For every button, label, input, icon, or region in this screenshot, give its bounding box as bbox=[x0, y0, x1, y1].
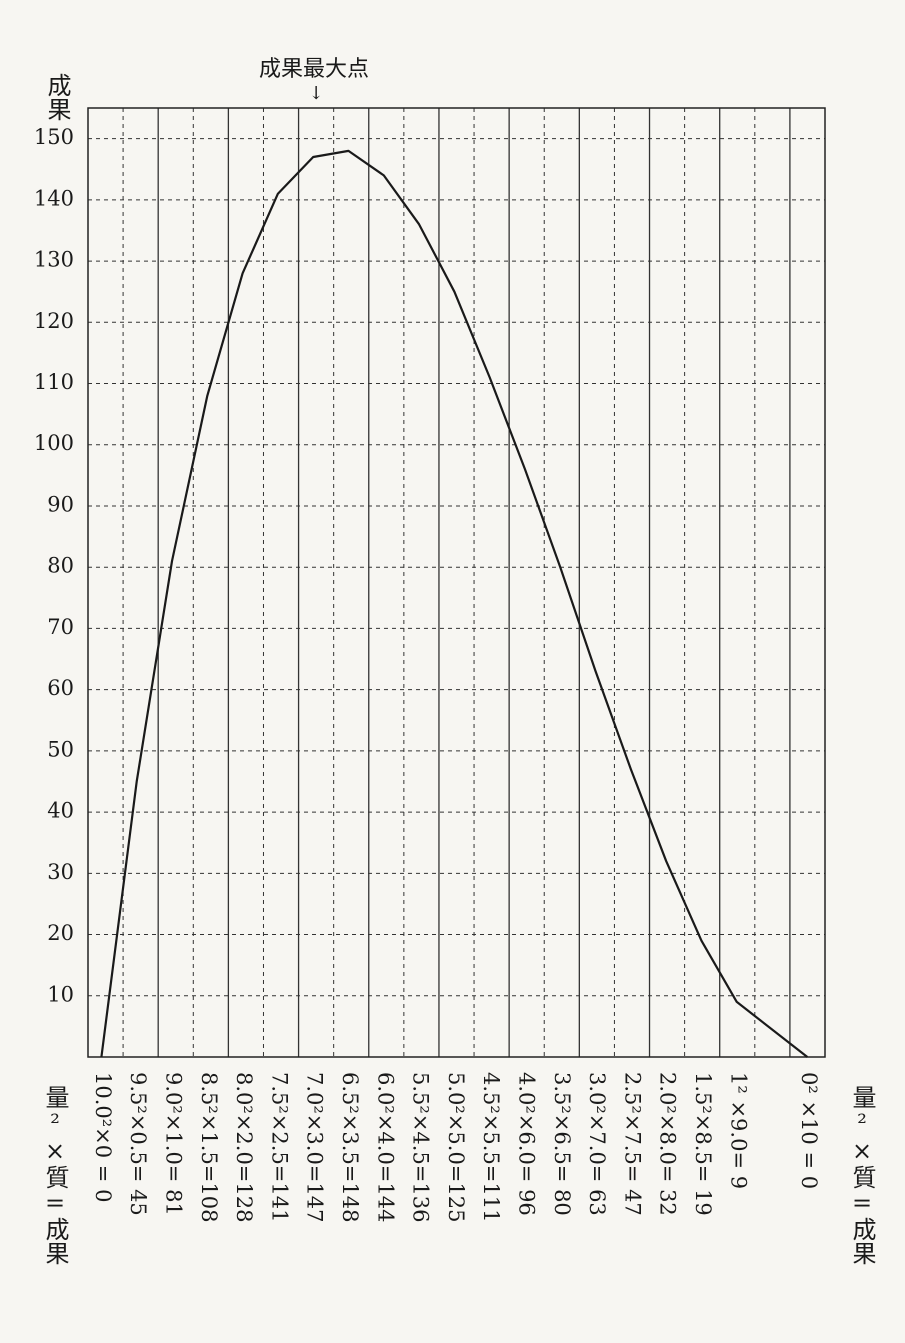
line bbox=[100, 149, 809, 1058]
y-tick-label: 140 bbox=[34, 186, 74, 210]
annotation: 成果最大点 bbox=[259, 57, 369, 82]
x-tick-label: 6.0²×4.0=144 bbox=[373, 1072, 397, 1223]
x-tick-label: 7.0²×3.0=147 bbox=[303, 1072, 327, 1223]
y-axis-title: 成果 bbox=[43, 73, 71, 121]
x-tick-label: 9.5²×0.5= 45 bbox=[126, 1072, 150, 1216]
annotation-arrow: ↓ bbox=[308, 83, 323, 104]
x-tick-label: 6.5²×3.5=148 bbox=[338, 1072, 362, 1223]
plot-frame bbox=[87, 107, 826, 1058]
y-tick-label: 150 bbox=[34, 125, 74, 149]
x-axis-title-left: 量²×質=成果 bbox=[41, 1085, 69, 1265]
x-tick-label: 2.0²×8.0= 32 bbox=[656, 1072, 680, 1216]
x-tick-label: 9.0²×1.0= 81 bbox=[162, 1072, 186, 1216]
x-tick-label: 8.0²×2.0=128 bbox=[232, 1072, 256, 1223]
x-tick-label: 4.5²×5.5=111 bbox=[479, 1072, 503, 1223]
y-tick-label: 80 bbox=[47, 554, 74, 578]
x-tick-label: 5.5²×4.5=136 bbox=[409, 1072, 433, 1223]
y-tick-label: 20 bbox=[47, 921, 74, 945]
x-tick-label: 8.5²×1.5=108 bbox=[197, 1072, 221, 1223]
x-tick-label: 4.0²×6.0= 96 bbox=[514, 1072, 538, 1216]
y-tick-label: 110 bbox=[34, 370, 74, 394]
y-tick-label: 90 bbox=[47, 492, 74, 516]
y-tick-label: 100 bbox=[34, 431, 74, 455]
y-tick-label: 50 bbox=[47, 737, 74, 761]
x-tick-label: 7.5²×2.5=141 bbox=[267, 1072, 291, 1223]
x-tick-label: 10.0²×0 = 0 bbox=[91, 1072, 115, 1202]
x-tick-label: 3.0²×7.0= 63 bbox=[585, 1072, 609, 1216]
y-tick-label: 120 bbox=[34, 309, 74, 333]
x-tick-label: 3.5²×6.5= 80 bbox=[550, 1072, 574, 1216]
x-tick-label: 2.5²×7.5= 47 bbox=[620, 1072, 644, 1216]
y-tick-label: 30 bbox=[47, 860, 74, 884]
y-tick-label: 130 bbox=[34, 248, 74, 272]
x-tick-label: 0² ×10 = 0 bbox=[797, 1072, 821, 1189]
y-tick-label: 60 bbox=[47, 676, 74, 700]
x-axis-title-right: 量²×質=成果 bbox=[848, 1085, 876, 1265]
x-tick-label: 5.0²×5.0=125 bbox=[444, 1072, 468, 1223]
y-tick-label: 40 bbox=[47, 799, 74, 823]
y-tick-label: 10 bbox=[47, 982, 74, 1006]
x-tick-label: 1.5²×8.5= 19 bbox=[691, 1072, 715, 1216]
x-tick-label: 1² ×9.0= 9 bbox=[726, 1072, 750, 1189]
y-tick-label: 70 bbox=[47, 615, 74, 639]
